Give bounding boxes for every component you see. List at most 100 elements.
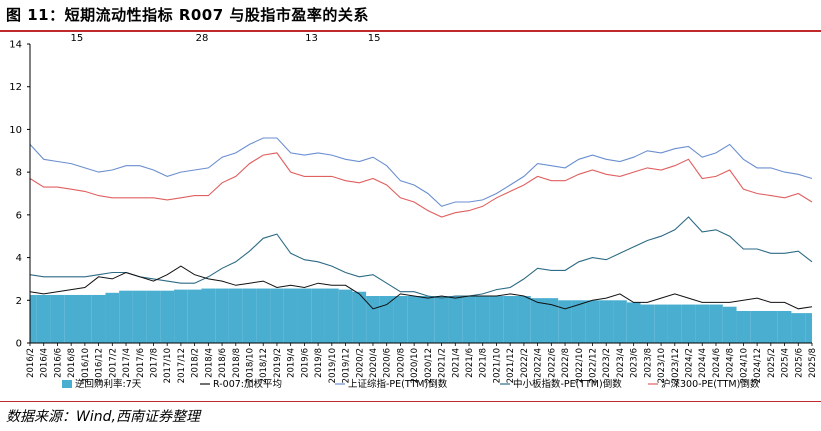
x-tick-label: 2019/8 [314,348,324,378]
rate-bar [132,290,147,343]
x-tick-label: 2022/4 [534,348,544,378]
x-tick-label: 2021/4 [451,348,461,378]
x-tick-label: 2021/6 [465,348,475,378]
rate-bar [709,304,723,343]
x-tick-label: 2020/2 [355,348,365,378]
rate-bar [750,310,764,343]
x-tick-label: 2017/8 [149,348,159,378]
x-tick-label: 2025/2 [767,348,777,378]
x-tick-label: 2019/4 [287,348,297,378]
x-tick-label: 2020/8 [396,348,406,378]
rate-bar [270,288,284,343]
figure-title: 图 11：短期流动性指标 R007 与股指市盈率的关系 [6,6,369,24]
title-divider [0,30,821,32]
rate-bar [571,300,586,343]
x-tick-label: 2016/4 [40,348,50,378]
rate-bar [379,296,394,343]
x-tick-label: 2017/6 [136,348,146,378]
legend-label: 上证综指-PE(TTM)倒数 [348,378,448,390]
rate-bar [407,296,421,343]
rate-bar [352,291,367,343]
x-tick-label: 2018/10 [246,348,256,383]
x-tick-label: 2024/10 [739,348,749,383]
rate-bar [695,304,710,343]
rate-bar [297,288,312,343]
rate-bar [324,288,339,343]
rate-bar [654,304,668,343]
x-tick-label: 2022/12 [588,348,598,383]
top-annotation: 15 [71,33,84,44]
rate-bar [256,288,271,343]
rate-bar [667,304,682,343]
rate-bar [201,288,216,343]
x-tick-label: 2021/8 [479,348,489,378]
footer-divider [0,401,821,402]
rate-bar [78,294,92,343]
x-tick-label: 2024/2 [685,348,695,378]
x-tick-label: 2018/12 [259,348,269,383]
rate-bar [777,310,792,343]
legend-label: 中小板指数-PE(TTM)倒数 [513,378,622,390]
rate-bar [805,313,812,343]
x-tick-label: 2016/10 [81,348,91,383]
x-tick-label: 2018/2 [191,348,201,378]
legend-label: 沪深300-PE(TTM)倒数 [661,378,760,390]
x-tick-label: 2023/4 [616,348,626,378]
x-tick-label: 2020/10 [410,348,420,383]
x-tick-label: 2024/8 [726,348,736,378]
rate-bar [91,294,106,343]
x-tick-label: 2018/6 [218,348,228,378]
series-lines [29,137,813,310]
x-tick-label: 2023/2 [602,348,612,378]
x-tick-label: 2023/6 [630,348,640,378]
x-tick-label: 2017/2 [108,348,118,378]
x-tick-label: 2025/4 [781,348,791,378]
x-tick-label: 2016/8 [67,348,77,378]
x-tick-label: 2019/12 [342,348,352,383]
x-tick-label: 2025/8 [808,348,818,378]
x-tick-label: 2018/4 [204,348,214,378]
rate-bar [613,300,627,343]
x-tick-label: 2020/4 [369,348,379,378]
rate-bar [421,296,435,343]
x-tick-label: 2020/12 [424,348,434,383]
rate-bar [228,288,243,343]
rate-bars [30,288,812,343]
rate-bar [119,290,133,343]
y-tick-label: 8 [16,168,22,179]
y-tick-label: 2 [16,296,22,307]
rate-bar [503,296,518,343]
rate-bar [599,300,614,343]
x-tick-label: 2024/4 [698,348,708,378]
x-tick-label: 2022/2 [520,348,530,378]
rate-bar [530,298,545,343]
rate-bar [558,300,572,343]
rate-bar [489,296,504,343]
rate-bar [174,289,188,343]
x-tick-label: 2024/6 [712,348,722,378]
x-tick-label: 2020/6 [383,348,393,378]
rate-bar [311,288,325,343]
rate-bar [146,290,161,343]
y-tick-label: 0 [16,339,22,350]
rate-bar [434,296,449,343]
x-tick-label: 2021/2 [438,348,448,378]
rate-bar [105,292,120,343]
source-note: 数据来源：Wind,西南证券整理 [6,409,200,425]
x-tick-label: 2023/10 [657,348,667,383]
rate-bar [448,296,463,343]
x-tick-label: 2019/6 [300,348,310,378]
rate-bar [30,294,37,343]
rate-bar [462,296,476,343]
x-tick-label: 2021/10 [492,348,502,383]
top-annotation: 28 [196,33,209,44]
rate-bar [187,289,202,343]
rate-bar [517,296,531,343]
legend-label: R-007:加权平均 [213,378,282,390]
rate-bar [283,288,298,343]
legend-swatch [62,380,72,388]
x-tick-label: 2018/8 [232,348,242,378]
top-annotation: 15 [368,33,381,44]
x-tick-label: 2024/12 [753,348,763,383]
rate-bar [640,304,655,343]
